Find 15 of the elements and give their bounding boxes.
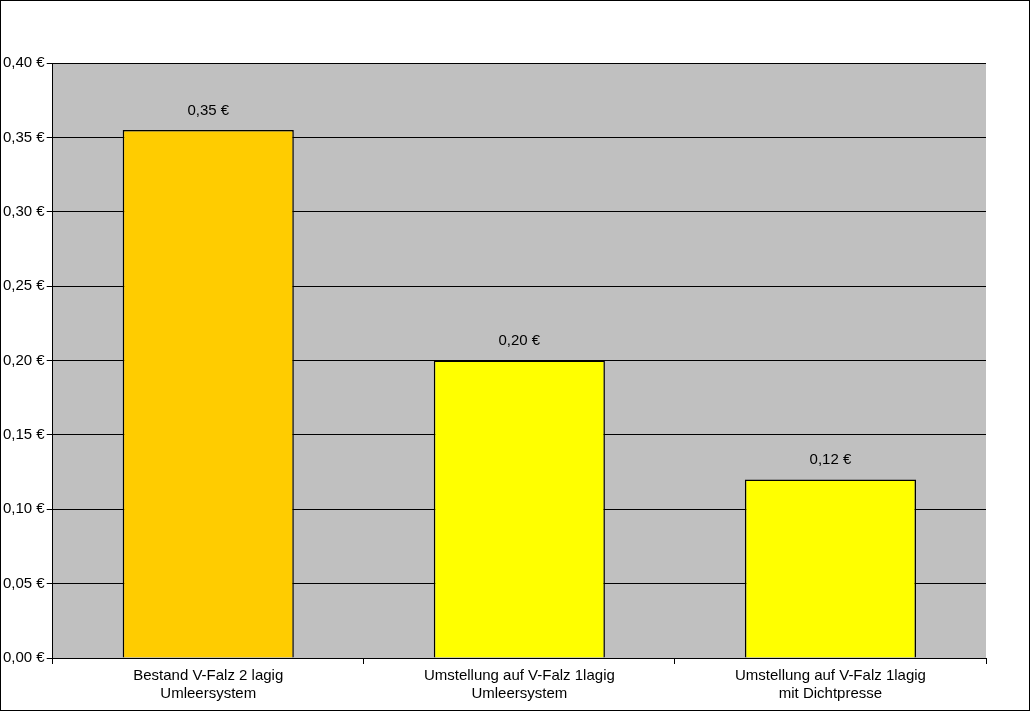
data-label: 0,12 € (809, 450, 852, 468)
data-label: 0,35 € (187, 100, 230, 118)
y-tick-label: 0,35 € (2, 127, 46, 145)
y-tick-label: 0,30 € (2, 201, 46, 219)
x-tick-label: Bestand V-Falz 2 lagig Umleersystem (133, 666, 284, 702)
y-tick-label: 0,10 € (2, 499, 46, 517)
data-label: 0,20 € (498, 331, 541, 349)
y-tick-label: 0,00 € (2, 648, 46, 666)
y-tick-label: 0,05 € (2, 573, 46, 591)
y-tick-label: 0,20 € (2, 350, 46, 368)
y-tick-label: 0,25 € (2, 276, 46, 294)
y-tick-label: 0,15 € (2, 425, 46, 443)
x-tick-label: Umstellung auf V-Falz 1lagig Umleersystem (423, 666, 615, 702)
x-tick-label: Umstellung auf V-Falz 1lagig mit Dichtpresse (734, 666, 926, 702)
y-tick-label: 0,40 € (2, 53, 46, 71)
